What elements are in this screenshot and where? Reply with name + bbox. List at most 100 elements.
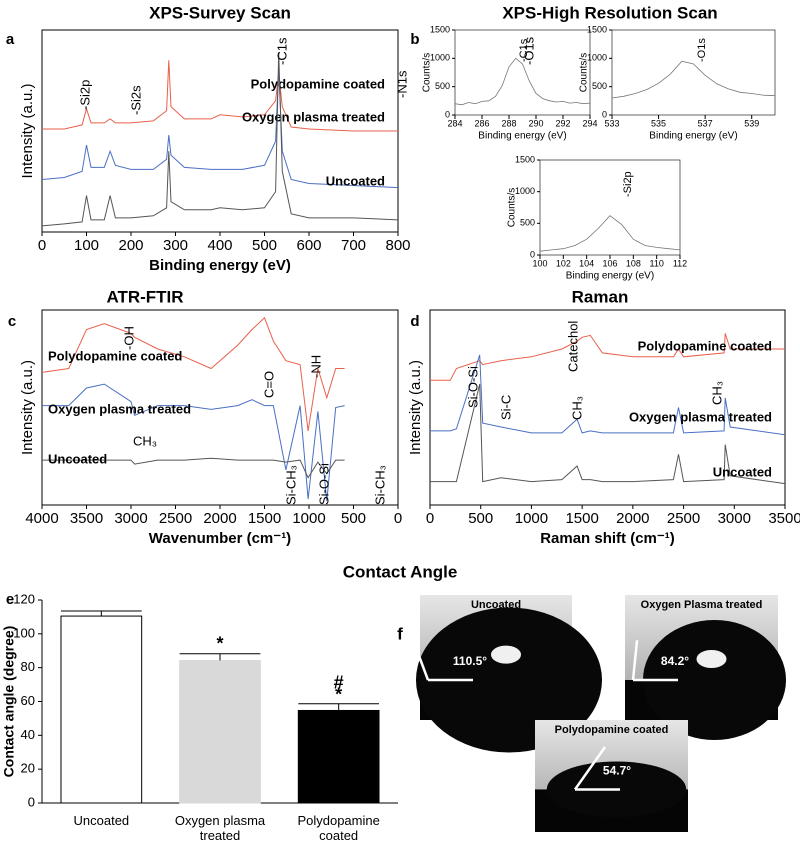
droplet (415, 607, 603, 753)
panel-letter: d (410, 313, 419, 330)
angle-tangent (573, 746, 607, 791)
annotation: -Si2p (622, 171, 634, 197)
annotation: -Si2s (128, 85, 143, 115)
x-tick-label: 1500 (248, 510, 281, 527)
series-line (430, 383, 786, 485)
y-axis-label: Intensity (a.u.) (19, 360, 36, 455)
bar (60, 615, 143, 804)
annotation: -Si2p (77, 80, 92, 110)
annotation: Catechol (565, 321, 580, 372)
x-tick-label: 0 (394, 510, 402, 527)
y-tick-label: 0 (530, 249, 535, 259)
panel-letter: a (6, 31, 15, 48)
annotation: -O1s (521, 36, 536, 65)
annotation: -NH (308, 355, 323, 378)
x-tick-label: 2500 (667, 510, 700, 527)
y-tick-label: 0 (28, 794, 35, 809)
series-line (41, 316, 345, 431)
series-label: Polydopamine coated (251, 76, 385, 91)
contact-angle-label: 54.7° (603, 764, 631, 778)
x-tick-label: 102 (556, 258, 571, 268)
series-line (539, 215, 681, 252)
panel-letter: e (6, 591, 14, 608)
x-tick-label: 100 (532, 258, 547, 268)
x-axis-label: Binding energy (eV) (649, 131, 737, 142)
x-tick-label: 2000 (203, 510, 236, 527)
series-label: Polydopamine coated (48, 348, 182, 363)
x-tick-label: 108 (626, 258, 641, 268)
x-tick-label: 0 (426, 510, 434, 527)
x-tick-label: 3000 (114, 510, 147, 527)
angle-tangent (631, 640, 639, 681)
annotation: Si-O-Si (465, 366, 480, 408)
x-tick-label: Uncoated (73, 813, 130, 828)
y-tick-label: 0 (445, 109, 450, 119)
x-tick-label: 3000 (718, 510, 751, 527)
annotation: * (335, 684, 342, 704)
annotation: C=O (261, 371, 276, 398)
x-tick-label: 4000 (25, 510, 58, 527)
y-tick-label: 1000 (430, 53, 450, 63)
annotation: CH₃ (569, 396, 584, 420)
x-tick-label: 288 (501, 118, 516, 128)
y-tick-label: 0 (602, 109, 607, 119)
chart-title: XPS-High Resolution Scan (502, 3, 717, 22)
x-tick-label: 290 (528, 118, 543, 128)
x-tick-label: 0 (38, 237, 46, 254)
contact-angle-label: 84.2° (661, 654, 689, 668)
annotation: CH₃ (133, 433, 157, 448)
plot-frame (539, 159, 681, 256)
annotation: Si-CH₃ (283, 465, 298, 505)
series-label: Oxygen plasma treated (242, 109, 385, 124)
series-line (41, 52, 399, 227)
series-line (42, 457, 345, 479)
photo-label: Polydopamine coated (555, 724, 669, 736)
series-label: Oxygen plasma treated (629, 409, 772, 424)
x-tick-label: 539 (744, 118, 759, 128)
x-tick-label: 3500 (70, 510, 103, 527)
annotation: * (216, 634, 223, 654)
panel-letter: c (8, 313, 16, 330)
x-axis-label: Binding energy (eV) (149, 257, 291, 274)
series-line (611, 60, 776, 99)
annotation: Si-C (498, 395, 513, 420)
y-tick-label: 80 (21, 659, 35, 674)
y-tick-label: 20 (21, 761, 35, 776)
x-tick-label: 500 (468, 510, 493, 527)
reflection (491, 645, 521, 664)
y-tick-label: 1000 (515, 186, 535, 196)
chart-title: Raman (572, 287, 629, 306)
chart-title: ATR-FTIR (106, 287, 183, 306)
series-line (42, 383, 345, 502)
plot-frame (611, 29, 776, 116)
annotation: -OH (121, 326, 136, 350)
x-axis-label: Binding energy (eV) (478, 131, 566, 142)
x-tick-label: 2000 (616, 510, 649, 527)
x-tick-label: Polydopamine coated (297, 813, 380, 843)
series-line (430, 354, 786, 436)
y-tick-label: 500 (520, 218, 535, 228)
y-tick-label: 40 (21, 727, 35, 742)
series-line (454, 57, 591, 106)
annotation: -N1s (394, 70, 409, 98)
series-label: Polydopamine coated (638, 338, 772, 353)
x-tick-label: 104 (579, 258, 594, 268)
panel-letter: f (397, 624, 403, 643)
y-axis-label: Intensity (a.u.) (407, 360, 424, 455)
x-tick-label: 400 (207, 237, 232, 254)
plot-frame (454, 29, 591, 116)
y-axis-label: Counts/s (507, 188, 518, 227)
plot-frame (429, 309, 786, 506)
series-label: Uncoated (48, 451, 107, 466)
y-tick-label: 1500 (430, 24, 450, 34)
annotation: # (334, 672, 344, 692)
x-tick-label: 1500 (565, 510, 598, 527)
bar (297, 709, 380, 804)
x-tick-label: 500 (341, 510, 366, 527)
x-tick-label: 110 (649, 258, 663, 268)
x-axis-label: Wavenumber (cm⁻¹) (149, 530, 291, 547)
x-tick-label: 800 (385, 237, 410, 254)
x-tick-label: 700 (341, 237, 366, 254)
